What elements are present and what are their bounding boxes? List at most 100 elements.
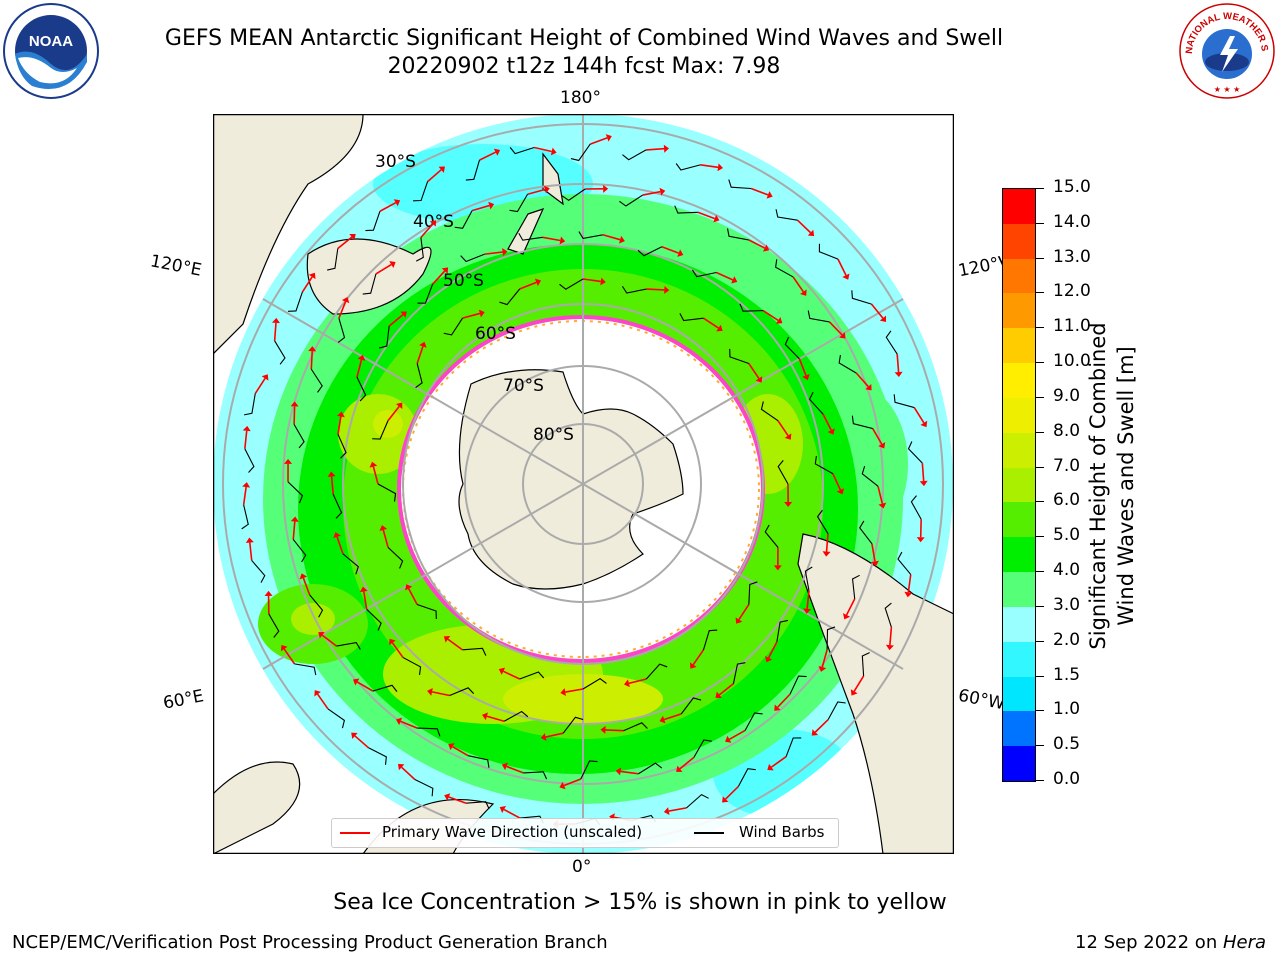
wave-arrow-head (850, 689, 858, 696)
wave-arrow (372, 466, 379, 485)
wave-arrow-head (448, 743, 455, 751)
wave-arrow-head (807, 229, 815, 237)
wave-arrow (725, 785, 739, 800)
lon-label-180: 180° (560, 88, 601, 108)
lon-label-60w: 60°W (956, 685, 1007, 715)
wind-barb (679, 313, 704, 322)
wind-barb (287, 481, 304, 504)
colorbar-segment (1003, 641, 1035, 677)
wind-barb (726, 228, 749, 241)
colorbar-tick (1036, 675, 1044, 677)
wind-barb (465, 801, 490, 810)
wind-barb (414, 779, 434, 797)
lat-label-70s: 70°S (503, 376, 544, 396)
wave-arrow (534, 146, 552, 153)
wave-arrow (354, 735, 370, 749)
wave-arrow (382, 529, 389, 548)
wave-arrow (770, 756, 787, 768)
wave-arrow (462, 312, 481, 319)
wind-barb (686, 793, 709, 809)
wave-arrow-head (603, 184, 609, 193)
wave-arrow-head (353, 678, 360, 686)
wave-arrow (853, 675, 865, 692)
colorbar (1002, 188, 1036, 782)
wave-arrow-head (336, 411, 345, 418)
wave-arrow-head (560, 688, 566, 697)
wave-arrow-head (308, 346, 317, 352)
wind-barb (804, 566, 813, 591)
colorbar-tick (1036, 431, 1044, 433)
wind-barb (775, 259, 794, 278)
wave-arrow-head (766, 191, 773, 199)
wave-arrow (792, 276, 805, 293)
wave-arrow-head (842, 273, 850, 280)
wind-barb (454, 210, 473, 229)
wave-arrow-head (379, 525, 388, 532)
colorbar-tick-label: 8.0 (1053, 420, 1081, 441)
chart-subtitle: 20220902 t12z 144h fcst Max: 7.98 (387, 54, 781, 79)
wave-arrow-head (395, 717, 403, 726)
wave-arrow (837, 258, 847, 276)
wave-arrow-head (427, 687, 433, 696)
wind-barb (729, 348, 750, 365)
wave-arrow-head (482, 712, 488, 721)
wave-arrow-head (618, 235, 625, 244)
wave-arrow-head (664, 285, 670, 294)
wave-arrow (356, 681, 374, 692)
wave-arrow-head (765, 656, 773, 663)
wave-arrow-head (713, 214, 720, 223)
wave-arrow (718, 683, 734, 696)
wind-barb (897, 551, 912, 575)
wave-arrow-head (716, 324, 723, 332)
wind-barb (356, 376, 367, 402)
wave-arrow (292, 521, 296, 540)
wind-barb (377, 483, 397, 502)
colorbar-segment (1003, 606, 1035, 642)
colorbar-segment (1003, 223, 1035, 259)
wave-arrow (388, 314, 404, 327)
chart-title: GEFS MEAN Antarctic Significant Height o… (164, 26, 1004, 51)
wind-barbs (241, 143, 923, 826)
wave-arrow-head (280, 644, 288, 652)
wave-arrow-head (502, 248, 508, 257)
wind-barb (327, 248, 339, 271)
colorbar-tick-label: 6.0 (1053, 490, 1081, 511)
wave-arrow (400, 720, 418, 729)
wave-arrow (825, 533, 829, 552)
colorbar-title-line1: Significant Height of Combined (1086, 322, 1110, 650)
wave-arrow-head (534, 278, 542, 287)
wave-arrow-head (715, 691, 722, 698)
wave-arrow-head (299, 573, 308, 580)
wave-arrow-head (920, 420, 928, 428)
wave-arrow (527, 188, 546, 196)
wind-barb (417, 727, 441, 737)
wave-arrow (871, 543, 876, 562)
colorbar-tick-label: 14.0 (1053, 211, 1091, 232)
wave-arrow-head (242, 482, 251, 488)
wind-barb (859, 520, 873, 544)
wave-arrow (447, 638, 463, 651)
wave-arrow (330, 476, 335, 495)
wave-arrow-head (871, 560, 879, 567)
wave-arrow (249, 542, 253, 561)
wave-arrow (750, 187, 769, 196)
wave-arrow (602, 234, 621, 241)
wave-arrow (872, 428, 883, 445)
wave-arrow (379, 201, 397, 213)
wind-barb (268, 613, 280, 638)
wave-arrow-head (663, 807, 670, 816)
wind-barb (851, 290, 872, 305)
wind-barb (578, 231, 603, 239)
wave-arrow (628, 678, 647, 685)
wave-arrow-head (775, 317, 783, 324)
wave-arrow-head (559, 781, 566, 790)
wave-arrow (254, 378, 266, 394)
colorbar-tick (1036, 362, 1044, 364)
wave-arrow-head (419, 341, 427, 348)
wind-barb (509, 193, 529, 213)
wave-arrow-head (822, 551, 831, 557)
wave-arrow-head (919, 480, 928, 487)
wave-arrow (661, 246, 679, 254)
wind-barb (785, 737, 802, 757)
wave-arrow (375, 263, 392, 275)
